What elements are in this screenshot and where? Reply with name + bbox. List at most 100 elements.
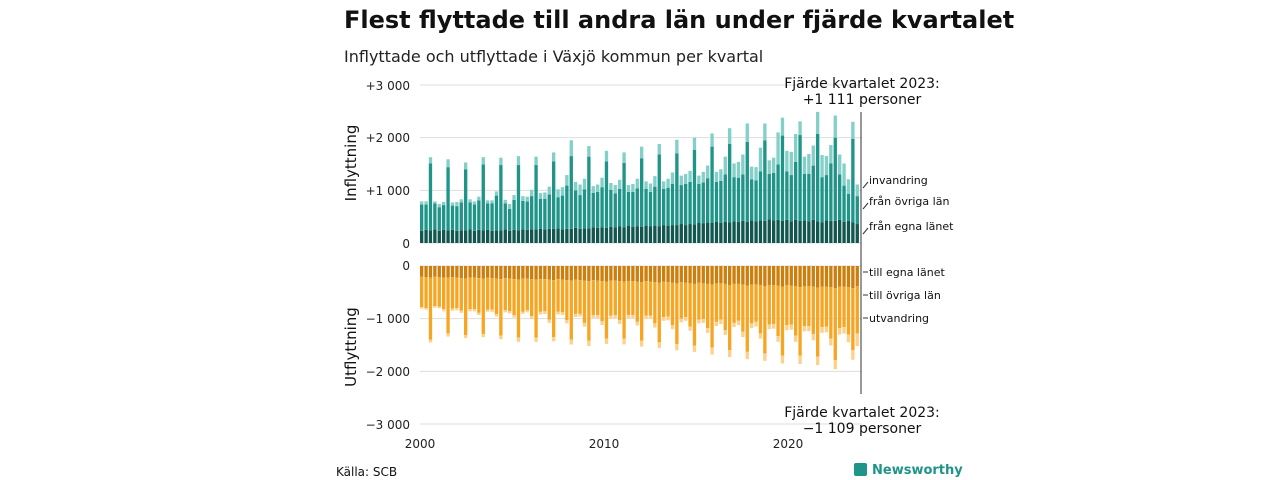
bar-out-other [468, 277, 472, 310]
bar-in-immig [829, 145, 833, 164]
bar-in-immig [552, 152, 556, 162]
bar-out-other [811, 286, 815, 334]
bar-in-other [732, 177, 736, 222]
bar-in-local [622, 227, 626, 243]
bar-in-other [635, 188, 639, 227]
bar-in-immig [631, 184, 635, 192]
bar-out-local [767, 266, 771, 285]
bar-out-other [789, 285, 793, 325]
bar-out-emig [468, 309, 472, 312]
bar-in-local [657, 226, 661, 243]
bar-in-other [446, 167, 450, 231]
bar-in-other [618, 188, 622, 227]
bar-in-immig [710, 133, 714, 147]
bar-out-local [582, 266, 587, 281]
bar-in-local [829, 220, 833, 243]
bar-in-local [855, 224, 859, 243]
bar-out-local [569, 266, 573, 281]
bar-in-other [750, 179, 754, 221]
bar-in-other [706, 178, 710, 223]
bar-in-local [697, 222, 701, 243]
bar-in-immig [714, 171, 719, 182]
bar-in-other [516, 165, 521, 231]
bar-in-other [807, 174, 811, 222]
bar-out-emig [811, 333, 815, 341]
bar-out-emig [455, 308, 459, 311]
bar-out-local [516, 266, 521, 280]
bar-out-local [736, 266, 741, 284]
bar-in-local [670, 225, 675, 243]
bar-in-other [534, 165, 538, 230]
bar-out-other [626, 281, 631, 315]
bar-out-emig [428, 339, 433, 343]
bar-out-local [428, 266, 433, 278]
bar-out-other [688, 283, 692, 327]
bar-out-local [763, 266, 767, 287]
bar-out-other [807, 286, 811, 327]
bar-in-other [437, 207, 441, 231]
bar-out-local [618, 266, 622, 282]
bar-in-other [420, 204, 424, 231]
bar-in-other [670, 184, 675, 226]
bar-in-local [714, 221, 719, 243]
bar-in-local [692, 224, 697, 243]
bar-in-local [688, 224, 692, 243]
bar-out-local [494, 266, 499, 279]
bar-out-local [807, 266, 811, 287]
bar-out-other [640, 282, 644, 341]
bar-in-immig [794, 133, 798, 162]
bar-in-other [763, 140, 767, 221]
bar-in-other [811, 165, 815, 220]
bar-in-immig [569, 140, 573, 157]
bar-in-local [481, 230, 485, 243]
bar-in-local [450, 229, 455, 243]
bar-out-emig [767, 324, 771, 330]
bar-in-other [723, 174, 727, 222]
bar-out-emig [802, 326, 807, 332]
bar-in-local [560, 229, 565, 243]
bar-out-other [728, 284, 732, 351]
bar-out-other [736, 283, 741, 321]
y-axis-label-inflow: Inflyttning [342, 125, 360, 202]
bar-out-other [534, 279, 538, 338]
bar-out-local [741, 266, 745, 285]
bar-out-local [622, 266, 626, 282]
bar-in-other [701, 182, 705, 224]
bar-in-immig [820, 155, 824, 178]
chart-subtitle: Inflyttade och utflyttade i Växjö kommun… [344, 47, 763, 66]
bar-in-local [798, 220, 802, 243]
bar-in-immig [455, 201, 459, 207]
bar-out-local [609, 266, 613, 281]
bar-out-local [758, 266, 763, 285]
bar-in-immig [560, 187, 565, 196]
bar-out-local [662, 266, 666, 282]
bar-in-other [442, 205, 446, 230]
bar-out-local [829, 266, 833, 288]
annotation-bottom-line2: −1 109 personer [803, 421, 922, 437]
bar-in-immig [745, 123, 749, 142]
bar-in-local [538, 228, 543, 243]
bar-out-emig [472, 309, 477, 312]
bar-in-local [833, 220, 837, 243]
bar-in-immig [846, 179, 851, 195]
bar-in-immig [670, 172, 675, 185]
bar-in-local [776, 219, 780, 243]
bar-out-local [525, 266, 529, 279]
brand-name: Newsworthy [872, 463, 963, 478]
bar-out-emig [547, 319, 551, 323]
y-tick-label: +1 000 [366, 184, 410, 198]
bar-in-other [824, 175, 829, 221]
bar-out-emig [503, 310, 507, 313]
bar-out-emig [692, 345, 697, 352]
bar-out-local [732, 266, 736, 284]
bar-in-immig [499, 157, 503, 166]
bar-in-local [846, 220, 851, 243]
outflow-bars [420, 266, 859, 370]
bar-out-local [635, 266, 639, 282]
bar-out-emig [644, 315, 648, 319]
bar-out-emig [706, 328, 710, 333]
bar-in-immig [565, 175, 569, 186]
bar-out-other [446, 277, 450, 334]
bar-out-local [833, 266, 837, 289]
bar-in-local [442, 229, 446, 243]
